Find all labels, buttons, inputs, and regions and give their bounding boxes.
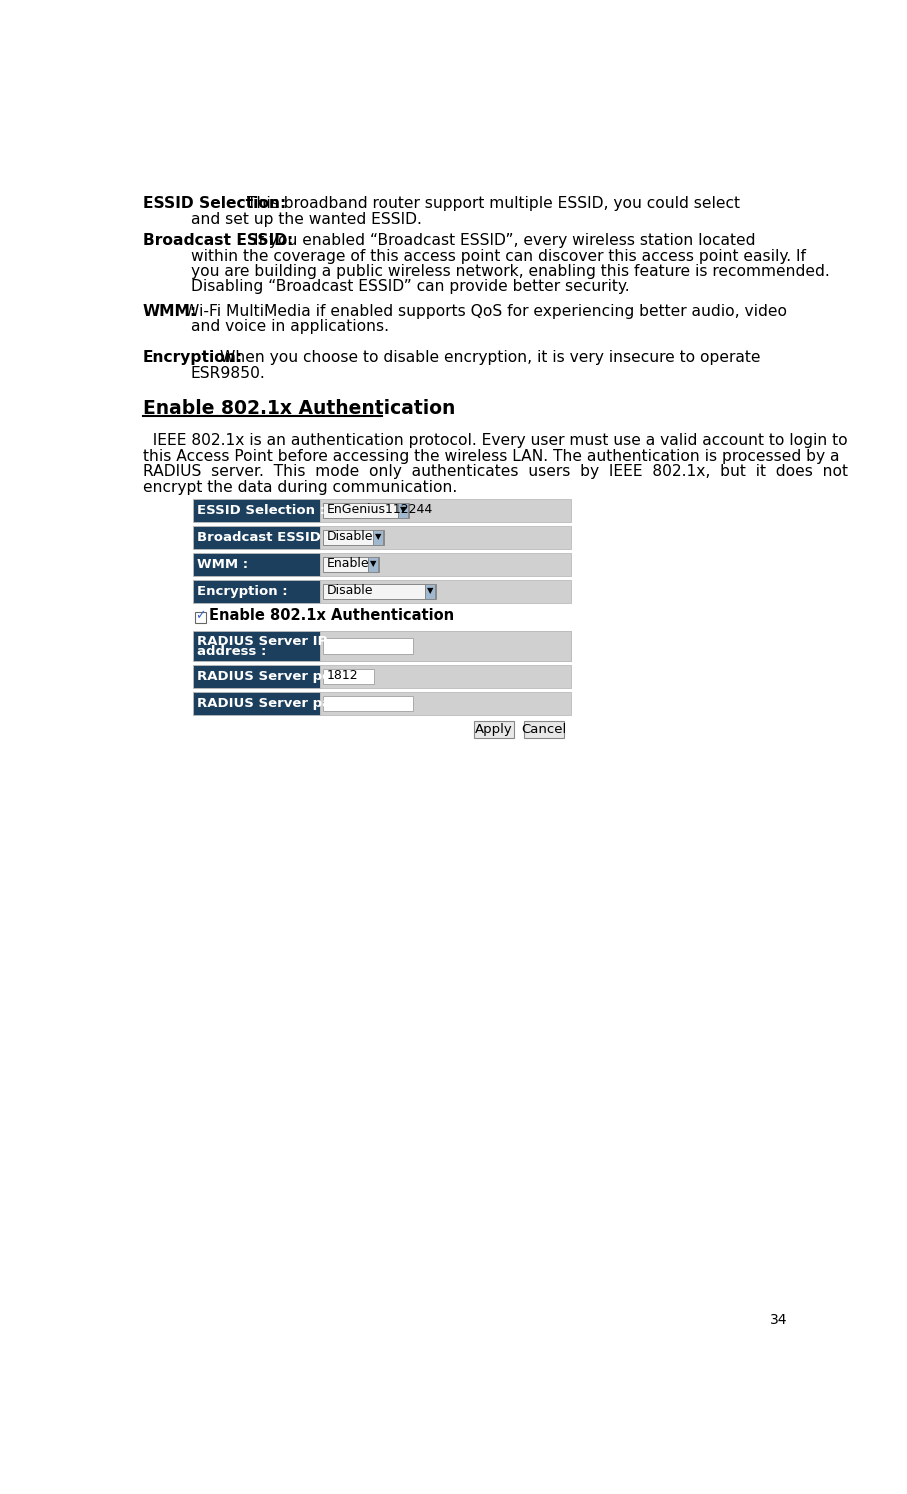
Text: This broadband router support multiple ESSID, you could select: This broadband router support multiple E… [248, 196, 740, 211]
Text: WMM:: WMM: [142, 303, 197, 320]
Bar [319, 692, 571, 716]
Bar [524, 722, 564, 738]
Bar [324, 557, 379, 572]
Bar [324, 696, 413, 711]
Bar [193, 580, 319, 602]
Text: ESSID Selection :: ESSID Selection : [197, 503, 325, 517]
Text: Enable: Enable [327, 557, 369, 571]
Text: Enable 802.1x Authentication: Enable 802.1x Authentication [142, 399, 455, 418]
Bar [193, 665, 319, 689]
Bar [424, 584, 435, 599]
Bar [319, 580, 571, 602]
Bar [319, 499, 571, 521]
Text: ▼: ▼ [375, 532, 381, 541]
Text: Apply: Apply [475, 723, 512, 737]
Bar [324, 584, 435, 599]
Text: RADIUS Server IP: RADIUS Server IP [197, 635, 327, 648]
Text: Enable 802.1x Authentication: Enable 802.1x Authentication [209, 608, 454, 623]
Bar [319, 630, 571, 662]
Text: address :: address : [197, 645, 267, 657]
Text: Broadcast ESSID :: Broadcast ESSID : [197, 530, 331, 544]
Text: ESSID Selection:: ESSID Selection: [142, 196, 286, 211]
Bar [193, 692, 319, 716]
Bar [319, 526, 571, 548]
Text: RADIUS  server.  This  mode  only  authenticates  users  by  IEEE  802.1x,  but : RADIUS server. This mode only authentica… [142, 465, 848, 480]
Bar [193, 526, 319, 548]
Bar [324, 669, 374, 684]
Text: Disable: Disable [327, 530, 373, 542]
Text: Broadcast ESSID:: Broadcast ESSID: [142, 233, 293, 248]
Text: Disable: Disable [327, 584, 373, 598]
Text: within the coverage of this access point can discover this access point easily. : within the coverage of this access point… [190, 248, 806, 263]
Text: and voice in applications.: and voice in applications. [190, 320, 389, 335]
Text: you are building a public wireless network, enabling this feature is recommended: you are building a public wireless netwo… [190, 264, 830, 279]
Text: ✓: ✓ [196, 610, 206, 623]
Bar [195, 613, 206, 623]
Text: 1812: 1812 [327, 669, 358, 683]
Text: RADIUS Server port :: RADIUS Server port : [197, 671, 355, 683]
Text: and set up the wanted ESSID.: and set up the wanted ESSID. [190, 212, 422, 227]
Text: If you enabled “Broadcast ESSID”, every wireless station located: If you enabled “Broadcast ESSID”, every … [254, 233, 756, 248]
Text: ▼: ▼ [426, 586, 434, 595]
Bar [324, 638, 413, 653]
Bar [373, 530, 383, 545]
Bar [319, 630, 571, 662]
Text: IEEE 802.1x is an authentication protocol. Every user must use a valid account t: IEEE 802.1x is an authentication protoco… [142, 433, 847, 448]
Text: Wi-Fi MultiMedia if enabled supports QoS for experiencing better audio, video: Wi-Fi MultiMedia if enabled supports QoS… [184, 303, 787, 320]
Bar [324, 502, 409, 518]
Text: ▼: ▼ [400, 505, 406, 514]
Bar [368, 557, 378, 572]
Text: EnGenius112244: EnGenius112244 [327, 503, 433, 515]
Text: ▼: ▼ [370, 559, 376, 568]
Text: 34: 34 [770, 1313, 787, 1327]
Text: WMM :: WMM : [197, 557, 249, 571]
Text: Cancel: Cancel [522, 723, 567, 737]
Bar [193, 630, 319, 662]
Bar [193, 553, 319, 575]
Text: RADIUS Server password :: RADIUS Server password : [197, 698, 395, 710]
Text: When you choose to disable encryption, it is very insecure to operate: When you choose to disable encryption, i… [220, 350, 761, 365]
Bar [398, 502, 408, 518]
Text: encrypt the data during communication.: encrypt the data during communication. [142, 480, 457, 495]
Bar [193, 499, 319, 521]
Bar [319, 665, 571, 689]
Bar [324, 530, 384, 545]
Text: Encryption :: Encryption : [197, 584, 288, 598]
Bar [319, 553, 571, 575]
Text: Disabling “Broadcast ESSID” can provide better security.: Disabling “Broadcast ESSID” can provide … [190, 279, 629, 294]
Text: Encryption:: Encryption: [142, 350, 243, 365]
Text: this Access Point before accessing the wireless LAN. The authentication is proce: this Access Point before accessing the w… [142, 448, 839, 463]
Bar [473, 722, 514, 738]
Text: ESR9850.: ESR9850. [190, 366, 266, 381]
